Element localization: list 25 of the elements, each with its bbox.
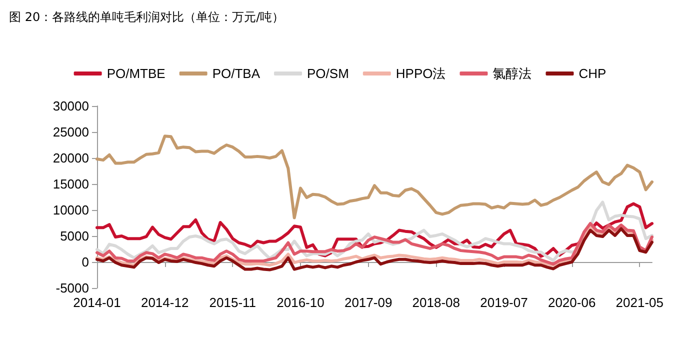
- x-tick-label: 2014-01: [73, 295, 121, 310]
- legend-label: HPPO法: [396, 66, 446, 81]
- x-tick-label: 2016-10: [276, 295, 324, 310]
- x-tick-label: 2019-07: [480, 295, 528, 310]
- y-tick-label: 5000: [60, 228, 89, 244]
- y-tick-label: -5000: [56, 280, 89, 296]
- x-tick-label: 2017-09: [344, 295, 392, 310]
- chart-title: 图 20：各路线的单吨毛利润对比（单位：万元/吨）: [9, 10, 284, 24]
- y-tick-label: 15000: [52, 176, 89, 192]
- x-tick-label: 2014-12: [140, 295, 189, 310]
- y-tick-label: 20000: [52, 150, 89, 166]
- legend-label: PO/SM: [307, 66, 349, 81]
- x-tick-label: 2015-11: [209, 295, 256, 310]
- x-tick-label: 2021-05: [616, 295, 664, 310]
- y-tick-label: 25000: [52, 124, 89, 140]
- legend-label: CHP: [578, 66, 606, 81]
- legend-label: PO/MTBE: [106, 66, 166, 81]
- legend-label: PO/TBA: [212, 66, 260, 81]
- x-tick-label: 2018-08: [412, 295, 460, 310]
- y-tick-label: 30000: [52, 98, 89, 114]
- legend-label: 氯醇法: [492, 66, 532, 81]
- line-series: [96, 134, 654, 220]
- x-tick-label: 2020-06: [548, 295, 596, 310]
- y-tick-label: 0: [82, 254, 89, 270]
- y-tick-label: 10000: [52, 202, 89, 218]
